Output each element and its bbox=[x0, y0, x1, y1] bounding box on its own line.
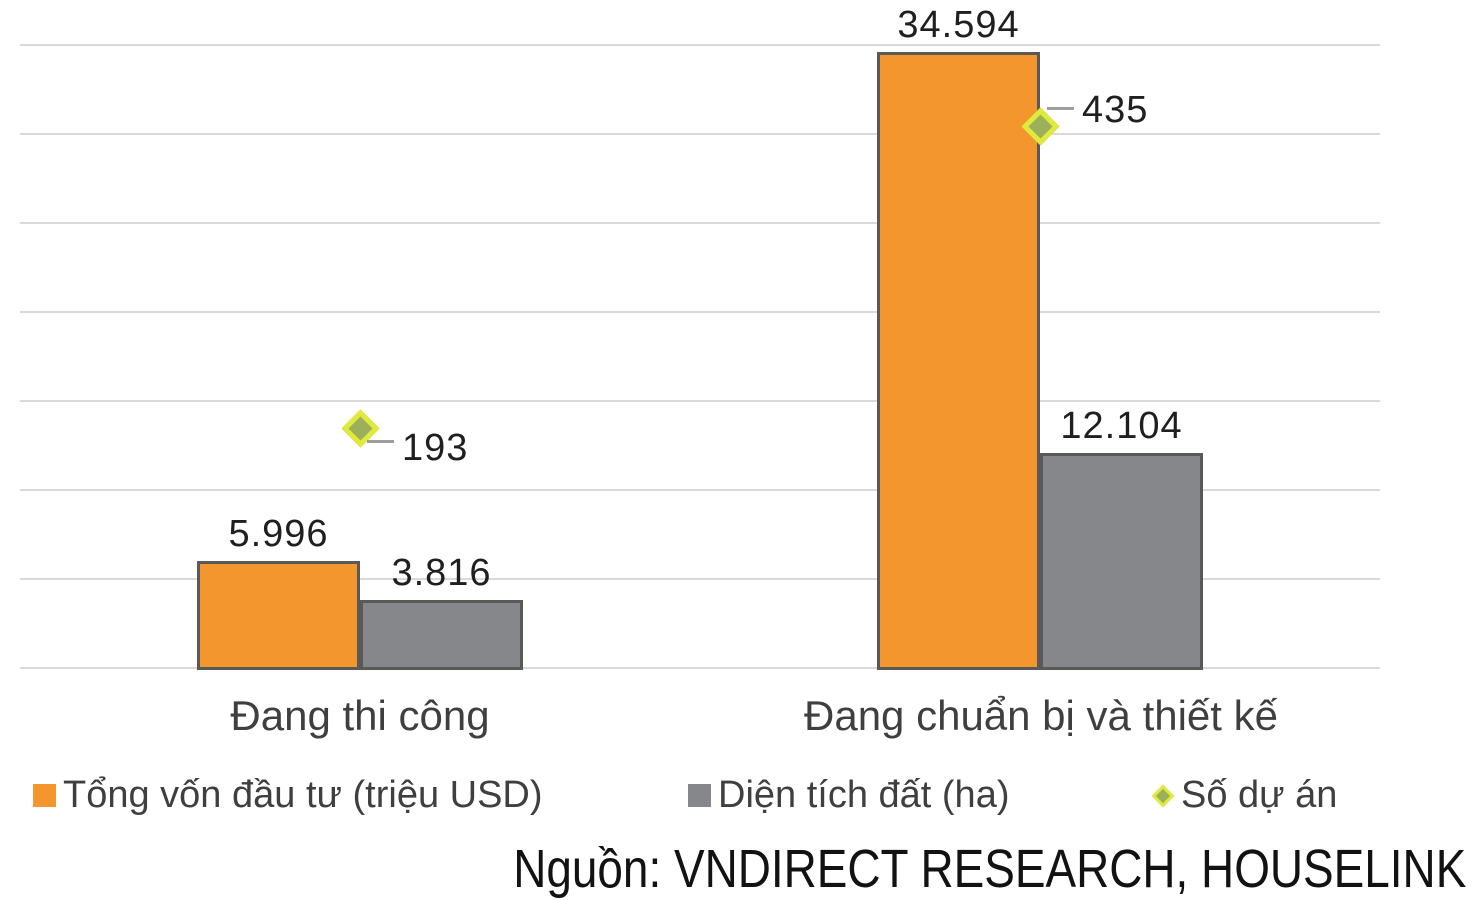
gridline bbox=[20, 222, 1380, 224]
bar-orange-cat2 bbox=[877, 52, 1040, 670]
gridline bbox=[20, 400, 1380, 402]
source-note: Nguồn: VNDIRECT RESEARCH, HOUSELINK bbox=[512, 839, 1466, 899]
gridline bbox=[20, 311, 1380, 313]
legend-swatch-gray bbox=[688, 784, 711, 807]
legend-label-total-investment: Tổng vốn đầu tư (triệu USD) bbox=[63, 774, 543, 816]
marker-value-label: 435 bbox=[1082, 88, 1149, 131]
bar-value-label: 3.816 bbox=[391, 552, 492, 595]
legend-item-total-investment: Tổng vốn đầu tư (triệu USD) bbox=[33, 774, 543, 817]
legend-diamond-icon bbox=[1151, 784, 1175, 807]
legend-item-project-count: Số dự án bbox=[1151, 774, 1338, 817]
bar-value-label: 12.104 bbox=[1060, 404, 1183, 447]
marker-leader-line bbox=[1047, 106, 1074, 110]
marker-leader-line bbox=[367, 439, 394, 443]
gridline bbox=[20, 578, 1380, 580]
bar-value-label: 5.996 bbox=[228, 513, 329, 556]
bar-gray-cat2 bbox=[1040, 452, 1203, 670]
gridline bbox=[20, 489, 1380, 491]
bar-orange-cat1 bbox=[197, 561, 360, 670]
x-axis-label-category-1: Đang thi công bbox=[230, 692, 490, 739]
gridline bbox=[20, 667, 1380, 669]
gridline bbox=[20, 133, 1380, 135]
gridline bbox=[20, 44, 1380, 46]
legend-item-land-area: Diện tích đất (ha) bbox=[688, 774, 1009, 817]
marker-value-label: 193 bbox=[402, 426, 469, 469]
legend-label-project-count: Số dự án bbox=[1181, 774, 1338, 816]
legend-swatch-orange bbox=[33, 784, 56, 807]
bar-gray-cat1 bbox=[360, 600, 523, 670]
x-axis-label-category-2: Đang chuẩn bị và thiết kế bbox=[804, 692, 1278, 739]
legend-label-land-area: Diện tích đất (ha) bbox=[718, 774, 1010, 816]
bar-value-label: 34.594 bbox=[897, 4, 1020, 47]
